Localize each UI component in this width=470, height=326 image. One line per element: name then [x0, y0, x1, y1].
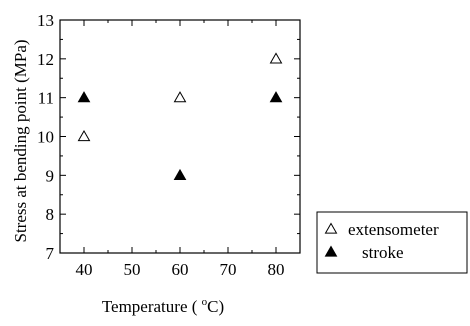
legend-open-triangle-icon — [324, 222, 338, 234]
x-axis-title: Temperature ( oC) — [102, 296, 224, 316]
legend-box — [316, 211, 468, 274]
axes — [59, 19, 301, 254]
y-axis-title: Stress at bending point (MPa) — [11, 39, 30, 242]
stroke-data-point — [77, 91, 91, 103]
x-tick-label: 60 — [172, 260, 189, 279]
y-tick-label: 9 — [46, 166, 55, 185]
legend-items: extensometer stroke — [324, 220, 439, 262]
data-points — [77, 52, 283, 180]
y-tick-label: 11 — [38, 89, 54, 108]
x-tick-label: 40 — [76, 260, 93, 279]
legend-label: stroke — [362, 243, 404, 262]
y-tick-label: 7 — [46, 244, 55, 263]
plot-frame — [59, 19, 301, 254]
x-tick-label: 50 — [124, 260, 141, 279]
extensometer-data-point — [77, 129, 91, 142]
x-axis-title-text: Temperature ( — [102, 297, 202, 316]
stroke-data-point — [269, 91, 283, 103]
y-tick-label: 10 — [37, 128, 54, 147]
x-axis-title-unit: C) — [207, 297, 224, 316]
y-tick-label: 13 — [37, 11, 54, 30]
y-tick-label: 12 — [37, 50, 54, 69]
legend-filled-triangle-icon — [324, 245, 338, 257]
tick-marks — [59, 19, 301, 254]
legend-label: extensometer — [348, 220, 439, 239]
extensometer-data-point — [173, 91, 187, 103]
legend: extensometer stroke — [316, 211, 468, 274]
x-axis-title-superscript: o — [202, 296, 208, 308]
y-tick-label: 8 — [46, 205, 55, 224]
x-tick-label: 80 — [268, 260, 285, 279]
x-tick-label: 70 — [220, 260, 237, 279]
tick-labels: 40 50 60 70 80 7 8 9 10 11 12 13 — [37, 11, 285, 279]
extensometer-data-point — [269, 52, 283, 64]
stroke-data-point — [173, 168, 187, 180]
